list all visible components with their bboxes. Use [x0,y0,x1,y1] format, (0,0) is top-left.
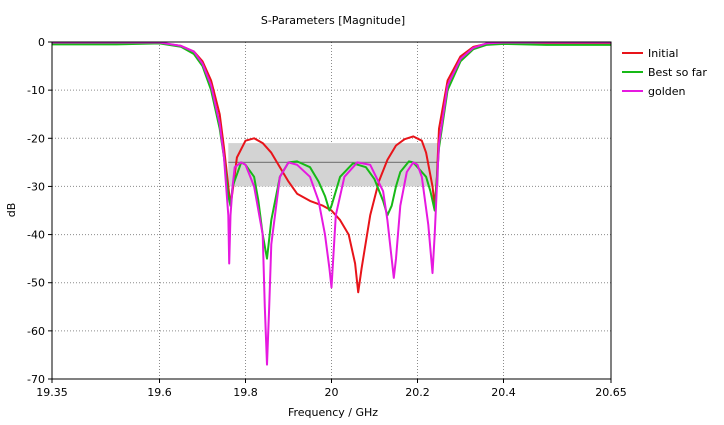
y-tick-label: -20 [27,132,45,145]
y-tick-label: -40 [27,229,45,242]
x-tick-label: 19.8 [233,386,258,399]
y-tick-label: -70 [27,373,45,386]
x-tick-label: 19.6 [147,386,172,399]
x-tick-label: 20.65 [595,386,627,399]
legend-label: Best so far [648,66,707,79]
y-tick-label: -10 [27,84,45,97]
y-axis-label: dB [5,203,18,218]
y-tick-label: -50 [27,277,45,290]
x-tick-label: 20.4 [491,386,516,399]
target-band [228,143,439,187]
legend-label: golden [648,85,686,98]
series-line [52,41,611,366]
chart-title: S-Parameters [Magnitude] [261,14,405,27]
x-tick-label: 19.35 [36,386,68,399]
plot-area: 19.35 19.6 19.8 20 20.2 20.4 20.65 0 -10 -20 -30 -4… [27,36,627,399]
x-axis-label: Frequency / GHz [288,406,378,419]
y-tick-label: 0 [38,36,45,49]
y-tick-label: -30 [27,180,45,193]
legend-label: Initial [648,47,678,60]
x-tick-label: 20.2 [405,386,430,399]
y-tick-label: -60 [27,325,45,338]
x-tick-label: 20 [325,386,339,399]
legend: Initial Best so far golden [622,47,707,98]
